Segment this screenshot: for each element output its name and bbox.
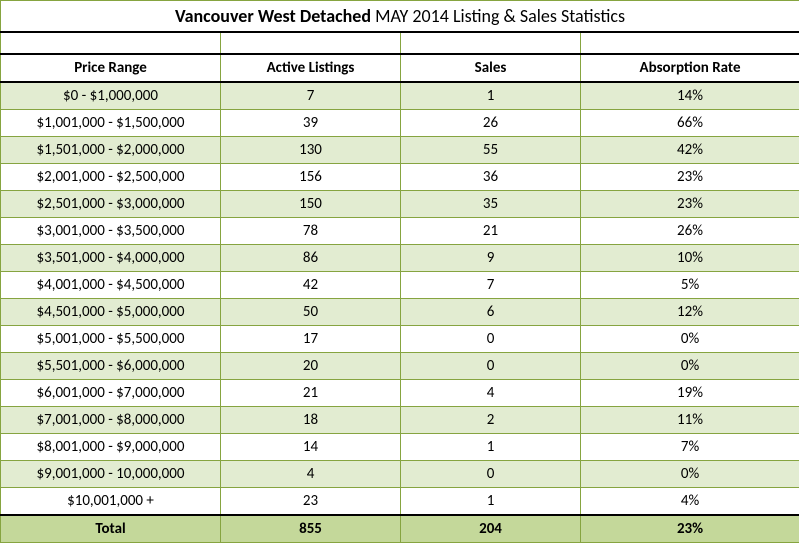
- cell-price: $5,001,000 - $5,500,000: [1, 326, 221, 353]
- table-row: $2,501,000 - $3,000,0001503523%: [1, 191, 799, 218]
- cell-active: 20: [221, 353, 401, 380]
- cell-sales: 36: [401, 164, 581, 191]
- cell-sales: 1: [401, 488, 581, 516]
- cell-abs: 11%: [581, 407, 799, 434]
- cell-price: $6,001,000 - $7,000,000: [1, 380, 221, 407]
- title-row: Vancouver West Detached MAY 2014 Listing…: [1, 1, 799, 33]
- cell-abs: 7%: [581, 434, 799, 461]
- cell-abs: 23%: [581, 191, 799, 218]
- stats-table: Vancouver West Detached MAY 2014 Listing…: [0, 0, 799, 543]
- cell-price: $4,501,000 - $5,000,000: [1, 299, 221, 326]
- cell-active: 23: [221, 488, 401, 516]
- cell-active: 150: [221, 191, 401, 218]
- cell-abs: 66%: [581, 110, 799, 137]
- total-abs: 23%: [581, 515, 799, 543]
- cell-price: $10,001,000 +: [1, 488, 221, 516]
- cell-active: 18: [221, 407, 401, 434]
- cell-active: 14: [221, 434, 401, 461]
- cell-price: $1,501,000 - $2,000,000: [1, 137, 221, 164]
- title-bold-part: Vancouver West Detached: [175, 5, 371, 27]
- cell-abs: 0%: [581, 461, 799, 488]
- table-row: $9,001,000 - 10,000,000400%: [1, 461, 799, 488]
- cell-abs: 0%: [581, 326, 799, 353]
- col-header-sales: Sales: [401, 54, 581, 82]
- total-label: Total: [1, 515, 221, 543]
- cell-price: $9,001,000 - 10,000,000: [1, 461, 221, 488]
- table-row: $0 - $1,000,0007114%: [1, 82, 799, 110]
- cell-sales: 0: [401, 353, 581, 380]
- cell-sales: 0: [401, 326, 581, 353]
- cell-sales: 0: [401, 461, 581, 488]
- cell-active: 130: [221, 137, 401, 164]
- table-row: $7,001,000 - $8,000,00018211%: [1, 407, 799, 434]
- table-row: $1,501,000 - $2,000,0001305542%: [1, 137, 799, 164]
- cell-sales: 9: [401, 245, 581, 272]
- cell-price: $2,001,000 - $2,500,000: [1, 164, 221, 191]
- cell-sales: 1: [401, 82, 581, 110]
- table-row: $1,001,000 - $1,500,000392666%: [1, 110, 799, 137]
- table-row: $6,001,000 - $7,000,00021419%: [1, 380, 799, 407]
- cell-active: 156: [221, 164, 401, 191]
- table-row: $5,001,000 - $5,500,0001700%: [1, 326, 799, 353]
- cell-active: 17: [221, 326, 401, 353]
- cell-active: 78: [221, 218, 401, 245]
- col-header-price: Price Range: [1, 54, 221, 82]
- cell-abs: 0%: [581, 353, 799, 380]
- cell-sales: 26: [401, 110, 581, 137]
- cell-price: $1,001,000 - $1,500,000: [1, 110, 221, 137]
- cell-price: $0 - $1,000,000: [1, 82, 221, 110]
- total-row: Total 855 204 23%: [1, 515, 799, 543]
- blank-row: [1, 32, 799, 54]
- cell-sales: 6: [401, 299, 581, 326]
- cell-price: $5,501,000 - $6,000,000: [1, 353, 221, 380]
- cell-sales: 55: [401, 137, 581, 164]
- cell-price: $3,001,000 - $3,500,000: [1, 218, 221, 245]
- table-row: $3,501,000 - $4,000,00086910%: [1, 245, 799, 272]
- col-header-abs: Absorption Rate: [581, 54, 799, 82]
- cell-sales: 21: [401, 218, 581, 245]
- cell-price: $7,001,000 - $8,000,000: [1, 407, 221, 434]
- cell-active: 39: [221, 110, 401, 137]
- total-sales: 204: [401, 515, 581, 543]
- cell-price: $3,501,000 - $4,000,000: [1, 245, 221, 272]
- cell-sales: 35: [401, 191, 581, 218]
- cell-active: 86: [221, 245, 401, 272]
- table-row: $5,501,000 - $6,000,0002000%: [1, 353, 799, 380]
- table-row: $10,001,000 +2314%: [1, 488, 799, 516]
- cell-price: $4,001,000 - $4,500,000: [1, 272, 221, 299]
- cell-active: 50: [221, 299, 401, 326]
- cell-abs: 5%: [581, 272, 799, 299]
- cell-price: $8,001,000 - $9,000,000: [1, 434, 221, 461]
- cell-sales: 4: [401, 380, 581, 407]
- cell-sales: 2: [401, 407, 581, 434]
- col-header-active: Active Listings: [221, 54, 401, 82]
- cell-abs: 42%: [581, 137, 799, 164]
- cell-abs: 4%: [581, 488, 799, 516]
- title-rest-part: MAY 2014 Listing & Sales Statistics: [371, 5, 625, 27]
- table-row: $8,001,000 - $9,000,0001417%: [1, 434, 799, 461]
- cell-abs: 23%: [581, 164, 799, 191]
- cell-active: 42: [221, 272, 401, 299]
- cell-abs: 14%: [581, 82, 799, 110]
- cell-abs: 19%: [581, 380, 799, 407]
- cell-price: $2,501,000 - $3,000,000: [1, 191, 221, 218]
- header-row: Price Range Active Listings Sales Absorp…: [1, 54, 799, 82]
- cell-abs: 10%: [581, 245, 799, 272]
- cell-active: 4: [221, 461, 401, 488]
- table-row: $3,001,000 - $3,500,000782126%: [1, 218, 799, 245]
- cell-abs: 12%: [581, 299, 799, 326]
- total-active: 855: [221, 515, 401, 543]
- cell-sales: 1: [401, 434, 581, 461]
- table-row: $2,001,000 - $2,500,0001563623%: [1, 164, 799, 191]
- cell-active: 21: [221, 380, 401, 407]
- cell-abs: 26%: [581, 218, 799, 245]
- cell-sales: 7: [401, 272, 581, 299]
- cell-active: 7: [221, 82, 401, 110]
- table-row: $4,001,000 - $4,500,0004275%: [1, 272, 799, 299]
- table-title: Vancouver West Detached MAY 2014 Listing…: [1, 1, 799, 33]
- table-row: $4,501,000 - $5,000,00050612%: [1, 299, 799, 326]
